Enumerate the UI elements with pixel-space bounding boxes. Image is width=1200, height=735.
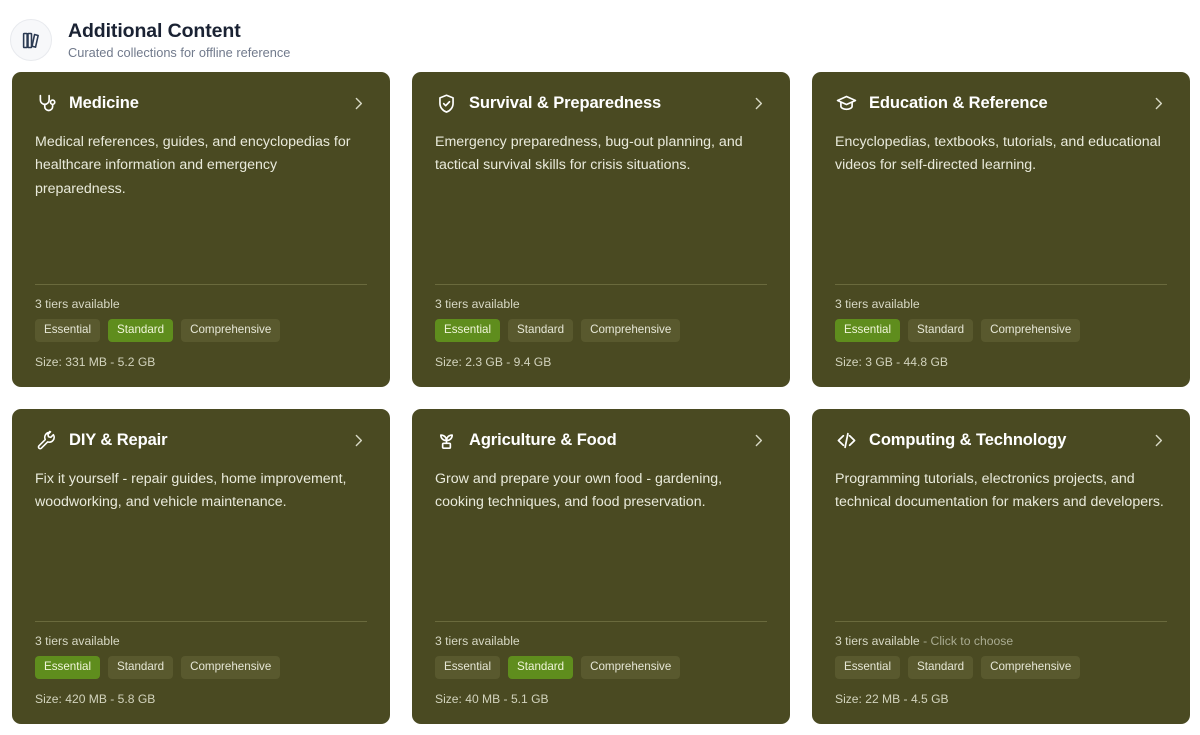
- chevron-right-icon[interactable]: [349, 94, 367, 112]
- tier-badge-essential[interactable]: Essential: [835, 656, 901, 679]
- tiers-count-text: 3 tiers available: [35, 633, 120, 648]
- tier-badge-standard[interactable]: Standard: [108, 656, 174, 679]
- page-title: Additional Content: [68, 19, 241, 42]
- card-spacer: [35, 201, 367, 283]
- tier-badge-comprehensive[interactable]: Comprehensive: [181, 319, 281, 342]
- tiers-count-text: 3 tiers available: [35, 296, 120, 311]
- card-divider: [835, 620, 1167, 622]
- card-description: Medical references, guides, and encyclop…: [35, 134, 351, 197]
- card-description: Grow and prepare your own food - gardeni…: [435, 471, 723, 511]
- stethoscope-icon: [35, 92, 57, 114]
- tier-badge-comprehensive[interactable]: Comprehensive: [981, 319, 1081, 342]
- tiers-available-label: 3 tiers available: [35, 297, 367, 312]
- tier-selector[interactable]: Essential Standard Comprehensive: [35, 319, 367, 342]
- category-card-agriculture-food[interactable]: Agriculture & Food Grow and prepare your …: [412, 409, 790, 724]
- chevron-right-icon[interactable]: [749, 431, 767, 449]
- tier-selector[interactable]: Essential Standard Comprehensive: [35, 656, 367, 679]
- tier-badge-standard[interactable]: Standard: [908, 656, 974, 679]
- content-category-grid: Medicine Medical references, guides, and …: [0, 68, 1200, 724]
- tier-selector[interactable]: Essential Standard Comprehensive: [435, 319, 767, 342]
- books-library-icon: [10, 19, 52, 61]
- tier-badge-standard[interactable]: Standard: [508, 656, 574, 679]
- tier-badge-comprehensive[interactable]: Comprehensive: [981, 656, 1081, 679]
- card-size-text: Size: 420 MB - 5.8 GB: [35, 691, 156, 706]
- card-spacer: [835, 178, 1167, 284]
- tiers-count-text: 3 tiers available: [435, 296, 520, 311]
- category-card-education-reference[interactable]: Education & Reference Encyclopedias, text…: [812, 72, 1190, 387]
- tiers-hint-text: - Click to choose: [919, 633, 1014, 648]
- tiers-count-text: 3 tiers available: [435, 633, 520, 648]
- card-divider: [35, 620, 367, 622]
- tier-badge-essential[interactable]: Essential: [835, 319, 901, 342]
- card-divider: [435, 283, 767, 285]
- tier-badge-comprehensive[interactable]: Comprehensive: [581, 656, 681, 679]
- card-spacer: [435, 515, 767, 621]
- category-card-diy-repair[interactable]: DIY & Repair Fix it yourself - repair gui…: [12, 409, 390, 724]
- card-size-text: Size: 40 MB - 5.1 GB: [435, 691, 549, 706]
- tiers-available-label: 3 tiers available: [835, 297, 1167, 312]
- page-subtitle: Curated collections for offline referenc…: [68, 45, 291, 61]
- tier-badge-essential[interactable]: Essential: [435, 319, 501, 342]
- tiers-available-label: 3 tiers available - Click to choose: [835, 634, 1167, 649]
- card-header: Agriculture & Food: [435, 429, 767, 451]
- tier-badge-standard[interactable]: Standard: [908, 319, 974, 342]
- card-header: DIY & Repair: [35, 429, 367, 451]
- card-size-text: Size: 331 MB - 5.2 GB: [35, 354, 156, 369]
- sprout-icon: [435, 429, 457, 451]
- card-title: Computing & Technology: [869, 430, 1067, 449]
- card-description: Encyclopedias, textbooks, tutorials, and…: [835, 134, 1161, 174]
- card-header: Education & Reference: [835, 92, 1167, 114]
- card-title: DIY & Repair: [69, 430, 168, 449]
- header-text: Additional Content Curated collections f…: [68, 20, 290, 61]
- category-card-computing-technology[interactable]: Computing & Technology Programming tutori…: [812, 409, 1190, 724]
- tier-badge-comprehensive[interactable]: Comprehensive: [581, 319, 681, 342]
- card-header: Survival & Preparedness: [435, 92, 767, 114]
- card-spacer: [435, 178, 767, 284]
- tiers-available-label: 3 tiers available: [435, 634, 767, 649]
- card-size-text: Size: 3 GB - 44.8 GB: [835, 354, 948, 369]
- code-brackets-icon: [835, 429, 857, 451]
- card-header: Medicine: [35, 92, 367, 114]
- shield-check-icon: [435, 92, 457, 114]
- chevron-right-icon[interactable]: [1149, 94, 1167, 112]
- card-spacer: [35, 515, 367, 621]
- category-card-survival-preparedness[interactable]: Survival & Preparedness Emergency prepare…: [412, 72, 790, 387]
- tiers-count-text: 3 tiers available: [835, 296, 920, 311]
- card-title: Agriculture & Food: [469, 430, 617, 449]
- card-description: Programming tutorials, electronics proje…: [835, 471, 1164, 511]
- card-divider: [835, 283, 1167, 285]
- tier-selector[interactable]: Essential Standard Comprehensive: [435, 656, 767, 679]
- chevron-right-icon[interactable]: [349, 431, 367, 449]
- card-size-text: Size: 22 MB - 4.5 GB: [835, 691, 949, 706]
- tiers-available-label: 3 tiers available: [35, 634, 367, 649]
- card-title: Survival & Preparedness: [469, 93, 662, 112]
- card-title: Medicine: [69, 93, 139, 112]
- tier-badge-essential[interactable]: Essential: [35, 319, 101, 342]
- tier-badge-standard[interactable]: Standard: [508, 319, 574, 342]
- tiers-count-text: 3 tiers available: [835, 633, 920, 648]
- chevron-right-icon[interactable]: [1149, 431, 1167, 449]
- category-card-medicine[interactable]: Medicine Medical references, guides, and …: [12, 72, 390, 387]
- tier-selector[interactable]: Essential Standard Comprehensive: [835, 319, 1167, 342]
- card-spacer: [835, 515, 1167, 621]
- wrench-icon: [35, 429, 57, 451]
- tier-badge-comprehensive[interactable]: Comprehensive: [181, 656, 281, 679]
- card-title: Education & Reference: [869, 93, 1048, 112]
- graduation-cap-icon: [835, 92, 857, 114]
- tier-selector[interactable]: Essential Standard Comprehensive: [835, 656, 1167, 679]
- card-divider: [35, 283, 367, 285]
- card-size-text: Size: 2.3 GB - 9.4 GB: [435, 354, 552, 369]
- card-description: Fix it yourself - repair guides, home im…: [35, 471, 347, 511]
- page-header: Additional Content Curated collections f…: [0, 0, 1200, 68]
- tiers-available-label: 3 tiers available: [435, 297, 767, 312]
- chevron-right-icon[interactable]: [749, 94, 767, 112]
- card-header: Computing & Technology: [835, 429, 1167, 451]
- card-divider: [435, 620, 767, 622]
- card-description: Emergency preparedness, bug-out planning…: [435, 134, 743, 174]
- tier-badge-standard[interactable]: Standard: [108, 319, 174, 342]
- tier-badge-essential[interactable]: Essential: [35, 656, 101, 679]
- tier-badge-essential[interactable]: Essential: [435, 656, 501, 679]
